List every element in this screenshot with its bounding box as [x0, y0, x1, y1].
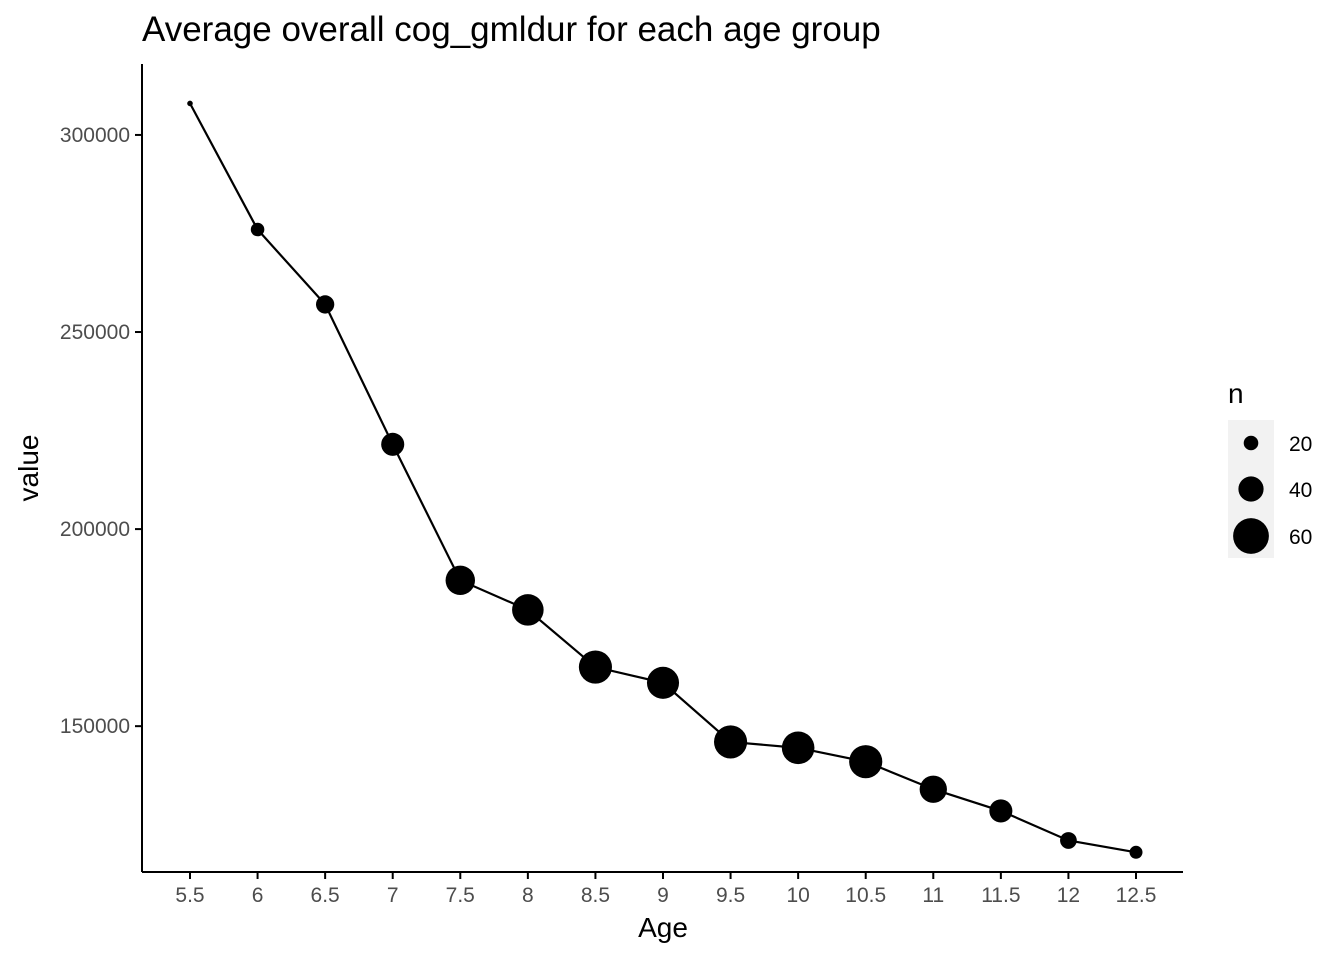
- y-tick-label: 300000: [60, 124, 130, 147]
- legend-label: 60: [1289, 526, 1312, 549]
- data-point: [646, 666, 680, 699]
- data-point: [187, 100, 193, 107]
- x-tick-label: 12: [1057, 884, 1080, 907]
- y-tick-label: 200000: [60, 518, 130, 541]
- x-tick-label: 5.5: [175, 884, 204, 907]
- series-line: [189, 102, 1137, 854]
- data-point: [578, 650, 613, 684]
- x-tick-label: 11: [922, 884, 944, 907]
- legend-entries: 20 40 60: [1233, 433, 1312, 554]
- data-point: [989, 799, 1013, 823]
- data-point: [849, 745, 883, 779]
- legend-title: n: [1228, 378, 1244, 409]
- data-point: [1129, 845, 1143, 859]
- data-point: [781, 731, 815, 765]
- legend-label: 20: [1289, 433, 1312, 456]
- legend-symbol: [1233, 518, 1269, 554]
- y-axis-title: value: [13, 435, 44, 502]
- data-point: [250, 222, 265, 237]
- data-point: [512, 594, 544, 626]
- x-tick-label: 11.5: [981, 884, 1020, 907]
- data-point: [919, 775, 947, 803]
- data-points-layer: [187, 100, 1143, 859]
- size-legend: n 20 40 60: [1228, 378, 1312, 558]
- x-tick-label: 10.5: [845, 884, 886, 907]
- x-tick-label: 6.5: [311, 884, 340, 907]
- x-axis-ticks: 5.5 6 6.5 7 7.5 8 8.5 9 9.5 10 10.5 11 11.5 12 12.5: [175, 872, 1156, 907]
- x-tick-label: 7: [387, 884, 399, 907]
- data-point: [1060, 832, 1077, 849]
- legend-symbol: [1238, 476, 1264, 502]
- x-tick-label: 8: [522, 884, 534, 907]
- series-line-layer: [189, 102, 1137, 854]
- legend-symbol: [1243, 435, 1259, 451]
- chart-title: Average overall cog_gmldur for each age …: [142, 10, 881, 49]
- x-axis-title: Age: [638, 912, 688, 943]
- x-tick-label: 8.5: [581, 884, 610, 907]
- data-point: [445, 565, 476, 596]
- data-point: [713, 725, 748, 759]
- plot-area: [187, 100, 1143, 859]
- x-tick-label: 9.5: [716, 884, 745, 907]
- y-tick-label: 250000: [60, 321, 130, 344]
- x-tick-label: 7.5: [446, 884, 475, 907]
- x-tick-label: 10: [786, 884, 809, 907]
- legend-label: 40: [1289, 479, 1312, 502]
- x-tick-label: 9: [657, 884, 669, 907]
- x-tick-label: 6: [252, 884, 264, 907]
- data-point: [381, 432, 405, 456]
- y-tick-label: 150000: [60, 715, 130, 738]
- x-tick-label: 12.5: [1116, 884, 1157, 907]
- y-axis-ticks: 150000 200000 250000 300000: [60, 124, 142, 738]
- data-point: [315, 295, 335, 314]
